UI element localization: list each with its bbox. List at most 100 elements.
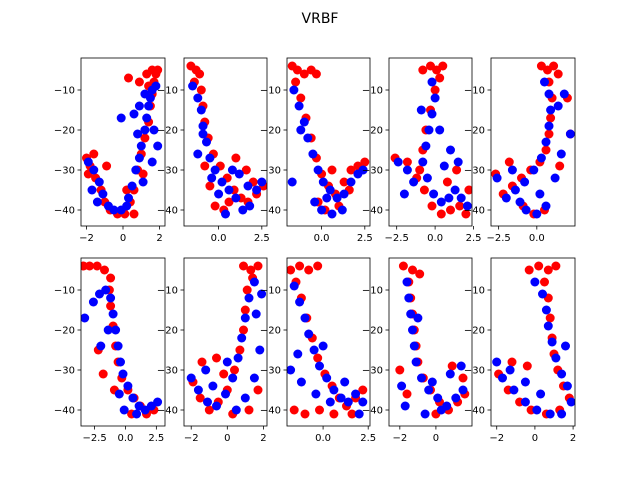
data-point-series-2 <box>96 341 106 351</box>
axes-frame <box>286 57 371 227</box>
data-point-series-2 <box>101 285 111 295</box>
y-tick-label: −40 <box>464 406 485 417</box>
data-point-series-2 <box>546 105 556 115</box>
data-point-series-1 <box>313 261 323 271</box>
data-point-series-1 <box>241 165 251 175</box>
data-point-series-1 <box>549 61 559 71</box>
data-point-series-2 <box>201 365 211 375</box>
data-point-series-1 <box>553 69 563 79</box>
x-tick-label: 2 <box>570 433 576 444</box>
data-point-series-2 <box>336 393 346 403</box>
data-point-series-2 <box>317 205 327 215</box>
data-point-series-1 <box>196 85 206 95</box>
y-tick-label: −20 <box>260 126 281 137</box>
data-point-series-1 <box>402 157 412 167</box>
data-point-series-2 <box>81 313 90 323</box>
data-point-series-2 <box>203 397 212 407</box>
plot-area <box>81 261 163 419</box>
data-point-series-2 <box>98 189 108 199</box>
data-point-series-1 <box>98 369 108 379</box>
data-point-series-2 <box>450 185 460 195</box>
data-point-series-1 <box>546 113 556 123</box>
data-point-series-2 <box>221 389 230 399</box>
data-point-series-1 <box>89 149 99 159</box>
data-point-series-2 <box>340 377 350 387</box>
axes-frame <box>388 257 473 427</box>
data-point-series-2 <box>228 373 238 383</box>
data-point-series-1 <box>446 205 455 215</box>
data-point-series-2 <box>339 189 349 199</box>
data-point-series-2 <box>140 89 150 99</box>
data-point-series-1 <box>524 265 534 275</box>
data-point-series-2 <box>109 205 119 215</box>
data-point-series-2 <box>435 125 445 135</box>
data-point-series-1 <box>235 345 245 355</box>
data-point-series-2 <box>416 105 426 115</box>
data-point-series-2 <box>565 129 575 139</box>
plot-area <box>186 261 267 419</box>
data-point-series-1 <box>543 265 553 275</box>
data-point-series-1 <box>545 313 555 323</box>
data-point-series-1 <box>329 409 339 419</box>
y-tick-label: −20 <box>362 126 383 137</box>
data-point-series-2 <box>287 177 297 187</box>
data-point-series-1 <box>231 153 241 163</box>
data-point-series-2 <box>300 313 310 323</box>
data-point-series-1 <box>347 409 357 419</box>
data-point-series-1 <box>140 133 150 143</box>
data-point-series-2 <box>309 345 319 355</box>
data-point-series-2 <box>337 205 347 215</box>
data-point-series-2 <box>421 141 431 151</box>
data-point-series-2 <box>222 357 232 367</box>
data-point-series-1 <box>253 385 263 395</box>
data-point-series-2 <box>411 357 421 367</box>
y-tick-label: −20 <box>54 326 75 337</box>
data-point-series-2 <box>346 177 356 187</box>
data-point-series-2 <box>116 113 126 123</box>
subplot-6: −2.5 0.0 2.5 −40 −30 −20 −10 <box>54 257 166 444</box>
data-point-series-1 <box>419 185 429 195</box>
y-tick-label: −10 <box>362 86 383 97</box>
data-point-series-2 <box>153 397 163 407</box>
data-point-series-2 <box>536 153 546 163</box>
data-point-series-2 <box>445 369 455 379</box>
data-point-series-2 <box>233 353 243 363</box>
data-point-series-2 <box>251 309 261 319</box>
data-point-series-2 <box>224 185 234 195</box>
data-point-series-2 <box>188 81 198 91</box>
data-point-series-1 <box>106 301 116 311</box>
data-point-series-2 <box>536 389 546 399</box>
data-point-series-2 <box>193 93 203 103</box>
data-point-series-2 <box>325 397 335 407</box>
data-point-series-2 <box>456 361 466 371</box>
data-point-series-1 <box>244 405 254 415</box>
y-tick-label: −10 <box>464 286 485 297</box>
data-point-series-2 <box>399 189 409 199</box>
axes-frame <box>183 257 268 427</box>
data-point-series-1 <box>311 69 321 79</box>
data-point-series-2 <box>566 397 575 407</box>
data-point-series-2 <box>397 381 407 391</box>
data-point-series-2 <box>322 373 332 383</box>
data-point-series-1 <box>224 197 234 207</box>
data-point-series-2 <box>520 177 530 187</box>
y-tick-label: −20 <box>157 326 178 337</box>
x-tick-label: 0.0 <box>314 233 330 244</box>
y-tick-label: −10 <box>464 86 485 97</box>
subplot-8: 0.0 2.5 −40 −30 −20 −10 <box>260 257 376 444</box>
data-point-series-2 <box>296 125 306 135</box>
data-point-series-2 <box>124 193 133 203</box>
data-point-series-2 <box>243 181 253 191</box>
y-tick-label: −30 <box>362 166 383 177</box>
data-point-series-2 <box>451 393 461 403</box>
data-point-series-1 <box>195 393 205 403</box>
data-point-series-1 <box>436 209 446 219</box>
axes-frame <box>286 257 371 427</box>
data-point-series-2 <box>446 145 455 155</box>
data-point-series-2 <box>257 289 267 299</box>
y-tick-label: −10 <box>54 286 75 297</box>
data-point-series-1 <box>544 129 554 139</box>
data-point-series-1 <box>522 361 532 371</box>
data-point-series-2 <box>543 321 553 331</box>
